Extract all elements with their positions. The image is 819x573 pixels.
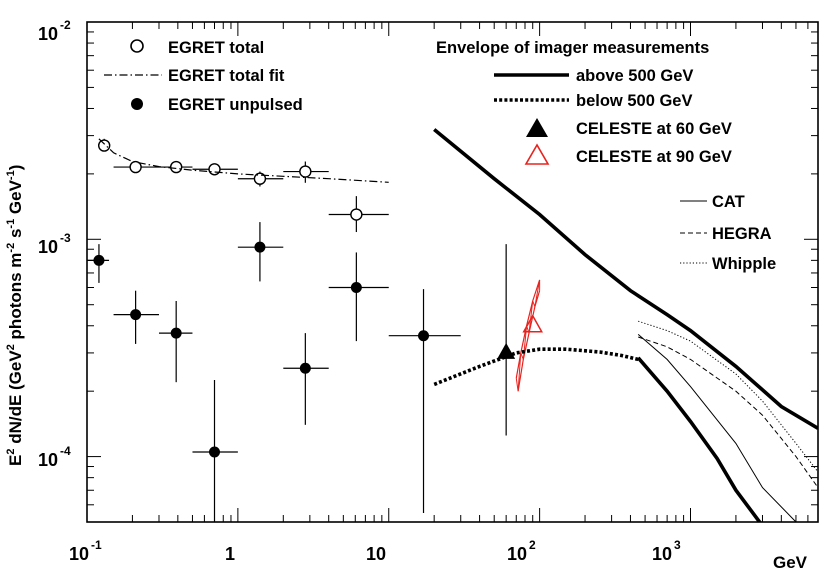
x-tick-label: 1 (225, 544, 235, 564)
egret-total-point (169, 160, 183, 174)
x-tick-base: 1 (225, 544, 235, 564)
celeste-at-90-gev-band-edge (517, 290, 541, 392)
x-tick-base: 10 (366, 544, 386, 564)
legend-left: EGRET total EGRET total fit EGRET unpuls… (104, 39, 303, 114)
egret-total-point (97, 139, 111, 152)
x-tick-exp: -1 (91, 538, 102, 552)
celeste-at-60-gev-point (497, 342, 516, 359)
x-tick-exp: 2 (529, 538, 536, 552)
legend-egret-total: EGRET total (168, 39, 264, 57)
y-tick-label: 10 -3 (38, 231, 71, 257)
legend-right: Envelope of imager measurements above 50… (436, 39, 776, 273)
x-tick-label: 10 2 (507, 538, 536, 564)
legend-below: below 500 GeV (576, 92, 692, 110)
egret-total-point (129, 160, 142, 174)
egret-total-fit-curve (98, 138, 389, 183)
y-tick-label: 10 -4 (38, 444, 71, 470)
y-tick-exp: -4 (60, 444, 71, 458)
cat-curve (637, 334, 797, 522)
y-tick-base: 10 (38, 24, 58, 44)
legend-celeste90: CELESTE at 90 GeV (576, 148, 732, 166)
legend-hegra: HEGRA (712, 225, 772, 243)
legend-whipple: Whipple (712, 255, 776, 273)
celeste-at-90-gev-band-hatch (528, 300, 534, 334)
egret-unpulsed-point (418, 330, 430, 342)
plot-frame (86, 21, 819, 523)
chart-marks (87, 128, 818, 522)
x-axis-title: GeV (773, 553, 808, 572)
egret-unpulsed-point (130, 309, 142, 321)
egret-unpulsed-point (350, 282, 362, 294)
celeste-at-90-gev-band-hatch (517, 352, 522, 392)
legend-egret-unpulsed: EGRET unpulsed (168, 96, 303, 114)
egret-total-point (208, 163, 221, 176)
egret-total-point (350, 208, 363, 221)
egret-unpulsed-point (170, 327, 182, 339)
y-tick-exp: -2 (60, 18, 71, 32)
x-tick-exp: 3 (674, 538, 681, 552)
legend-above: above 500 GeV (576, 67, 693, 85)
celeste-at-90-gev-band-hatch (534, 279, 541, 307)
axis-ticks (86, 22, 819, 523)
egret-total-point (299, 165, 312, 178)
legend-egret-fit: EGRET total fit (168, 67, 285, 85)
below-500-gev-curve (433, 347, 639, 387)
x-tick-label: 10 -1 (69, 538, 102, 564)
legend-filled-triangle-marker (526, 118, 548, 137)
y-tick-label: 10 -2 (38, 18, 71, 44)
egret-unpulsed-point (254, 241, 266, 253)
legend-celeste60: CELESTE at 60 GeV (576, 120, 732, 138)
y-tick-base: 10 (38, 450, 58, 470)
x-tick-label: 10 3 (652, 538, 681, 564)
legend-cat: CAT (712, 193, 745, 211)
y-axis-title: E2 dN/dE (GeV2 photons m-2 s-1 GeV-1) (5, 165, 25, 466)
x-tick-base: 10 (507, 544, 527, 564)
egret-unpulsed-point (299, 362, 311, 374)
above-500-gev-curve (636, 356, 762, 522)
y-tick-exp: -3 (60, 231, 71, 245)
x-tick-base: 10 (652, 544, 672, 564)
y-tick-base: 10 (38, 237, 58, 257)
egret-total-point (253, 172, 267, 185)
legend-filled-circle-marker (131, 98, 143, 110)
x-tick-base: 10 (69, 544, 89, 564)
whipple-curve (638, 320, 818, 473)
celeste-at-90-gev-band-hatch (520, 352, 524, 360)
legend-open-triangle-marker (524, 143, 550, 165)
legend-open-circle-marker (130, 39, 144, 53)
above-500-gev-curve (433, 128, 818, 430)
egret-unpulsed-point (209, 446, 221, 458)
hegra-curve (638, 336, 818, 488)
legend-envelope-title: Envelope of imager measurements (436, 39, 709, 57)
x-tick-label: 10 (366, 544, 386, 564)
egret-unpulsed-point (93, 254, 105, 266)
celeste-at-90-gev-point (522, 314, 544, 333)
